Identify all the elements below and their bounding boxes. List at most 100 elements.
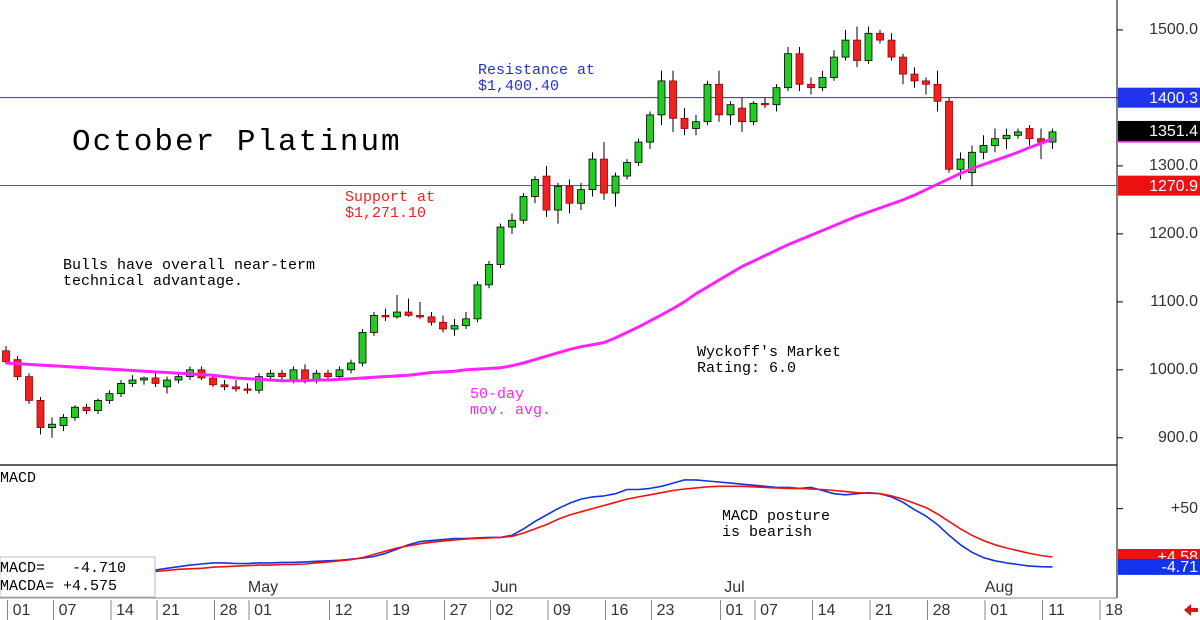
candle-body [2,350,10,363]
candle-body [416,315,424,318]
y-tick-label: 1200.0 [1149,225,1198,242]
candle-body [807,83,815,89]
candle-body [761,102,769,106]
candle-body [772,87,781,106]
candle-body [738,107,746,123]
macd-note: is bearish [722,524,812,541]
candle-body [496,226,505,265]
candle-body [876,32,884,41]
candle-body [278,372,286,378]
x-tick-label: 07 [59,602,77,619]
candle-body [703,83,712,123]
candle-body [588,158,597,191]
candle-body [531,179,539,197]
x-tick-label: 27 [450,602,468,619]
month-label: Jun [492,579,518,596]
macd-y-tick-label: +50 [1171,500,1198,517]
candle-body [427,316,436,323]
x-tick-label: 01 [13,602,31,619]
candle-body [36,400,45,429]
x-tick-label: 28 [933,602,951,619]
candle-body [439,321,447,330]
macd-tag-label: -4.71 [1162,559,1199,576]
candle-body [25,376,33,401]
candle-body [209,377,217,386]
month-label: Jul [724,579,744,596]
month-label: Aug [985,579,1013,596]
x-tick-label: 18 [1105,602,1123,619]
candle-body [853,39,861,61]
candle-body [1014,131,1022,136]
candle-body [255,376,263,391]
candle-body [243,388,252,391]
level-annotation: $1,400.40 [478,78,559,95]
candle-body [508,219,516,228]
candle-body [749,102,758,123]
month-label: May [248,579,278,596]
price-tag-label: 1351.4 [1149,123,1198,140]
candle-body [956,158,965,170]
x-tick-label: 21 [875,602,893,619]
ma-label: mov. avg. [470,402,551,419]
x-tick-label: 01 [726,602,744,619]
x-tick-label: 14 [818,602,836,619]
note: technical advantage. [63,273,243,290]
level-annotation: $1,271.10 [345,205,426,222]
macd-tag-box [1118,558,1200,575]
x-tick-label: 19 [392,602,410,619]
price-tag-box [1118,87,1200,108]
candle-body [358,332,367,364]
candle-body [600,158,608,194]
candle-body [71,406,79,418]
macd-line [155,479,1053,571]
macd-line [155,485,1053,573]
price-tag-label: 1400.3 [1149,90,1198,107]
note: Bulls have overall near-term [63,257,315,274]
candle-body [128,379,137,384]
y-tick-label: 1300.0 [1149,157,1198,174]
candle-body [266,372,275,378]
candle-body [611,175,620,194]
x-tick-label: 01 [990,602,1008,619]
macd-readout: MACD= -4.710 [0,560,126,577]
candle-body [968,151,976,174]
candle-body [841,39,850,58]
candle-body [795,53,804,85]
candle-body [117,383,125,395]
candle-body [646,114,654,143]
candle-body [140,377,148,381]
candle-body [680,117,689,129]
x-tick-label: 21 [162,602,180,619]
candle-body [818,77,827,89]
candle-body [485,264,493,286]
candle-body [887,39,896,58]
candle-body [669,80,677,119]
level-annotation: Support at [345,189,435,206]
candle-body [634,141,643,163]
candle-body [577,189,585,204]
candle-body [565,185,574,204]
candle-body [151,377,160,384]
candle-body [59,417,68,426]
candle-body [174,376,183,381]
x-tick-label: 23 [657,602,675,619]
x-tick-label: 16 [611,602,629,619]
candle-body [899,56,907,75]
x-tick-label: 01 [254,602,272,619]
candle-body [220,384,229,388]
note: Rating: 6.0 [697,360,796,377]
price-tag-box [1118,120,1200,141]
candle-body [324,372,332,378]
candle-body [991,138,999,146]
candle-body [381,315,390,318]
candle-body [370,315,378,333]
candle-body [910,73,919,82]
candle-body [554,185,562,211]
candle-body [163,379,171,388]
candle-body [1048,131,1057,143]
candle-body [726,104,735,116]
candle-body [335,369,344,378]
candle-body [519,196,528,221]
x-tick-label: 09 [553,602,571,619]
